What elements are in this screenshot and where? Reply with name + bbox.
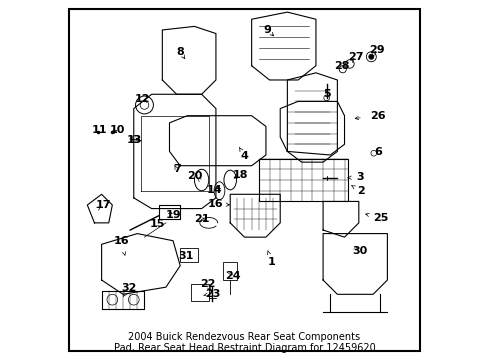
Text: 18: 18	[233, 170, 248, 180]
Text: 10: 10	[110, 125, 125, 135]
Text: 22: 22	[200, 279, 215, 289]
Bar	[223, 262, 237, 280]
Text: 20: 20	[187, 171, 203, 181]
Text: 31: 31	[178, 251, 194, 261]
Text: 21: 21	[194, 214, 210, 224]
Text: 13: 13	[126, 135, 142, 145]
Bar	[180, 248, 198, 262]
Text: 2004 Buick Rendezvous Rear Seat Components
Pad, Rear Seat Head Restraint Diagram: 2004 Buick Rendezvous Rear Seat Componen…	[113, 332, 375, 353]
Text: 30: 30	[351, 247, 367, 256]
Text: 1: 1	[267, 257, 275, 267]
Text: 28: 28	[333, 61, 349, 71]
Text: 4: 4	[240, 151, 248, 161]
Text: 26: 26	[369, 111, 385, 121]
Text: 24: 24	[224, 271, 240, 281]
Text: 15: 15	[149, 219, 164, 229]
Text: 19: 19	[165, 210, 181, 220]
Text: 6: 6	[373, 147, 381, 157]
Text: 7: 7	[172, 164, 180, 174]
Text: 2: 2	[356, 186, 364, 196]
Text: 5: 5	[322, 89, 330, 99]
Text: 11: 11	[92, 125, 107, 135]
Text: 25: 25	[372, 213, 388, 223]
Bar	[258, 158, 347, 202]
Bar	[190, 284, 208, 301]
Text: 29: 29	[369, 45, 385, 55]
Text: 27: 27	[347, 52, 363, 62]
Text: 8: 8	[176, 47, 183, 57]
Text: 17: 17	[96, 200, 111, 210]
Text: 3: 3	[356, 172, 364, 182]
Text: 16: 16	[208, 199, 224, 209]
Text: 12: 12	[135, 94, 150, 104]
Text: 16: 16	[114, 237, 129, 247]
Text: 14: 14	[206, 185, 222, 195]
Text: 32: 32	[121, 283, 137, 293]
Text: 23: 23	[205, 289, 220, 298]
Text: 9: 9	[263, 25, 271, 35]
Circle shape	[368, 54, 373, 59]
